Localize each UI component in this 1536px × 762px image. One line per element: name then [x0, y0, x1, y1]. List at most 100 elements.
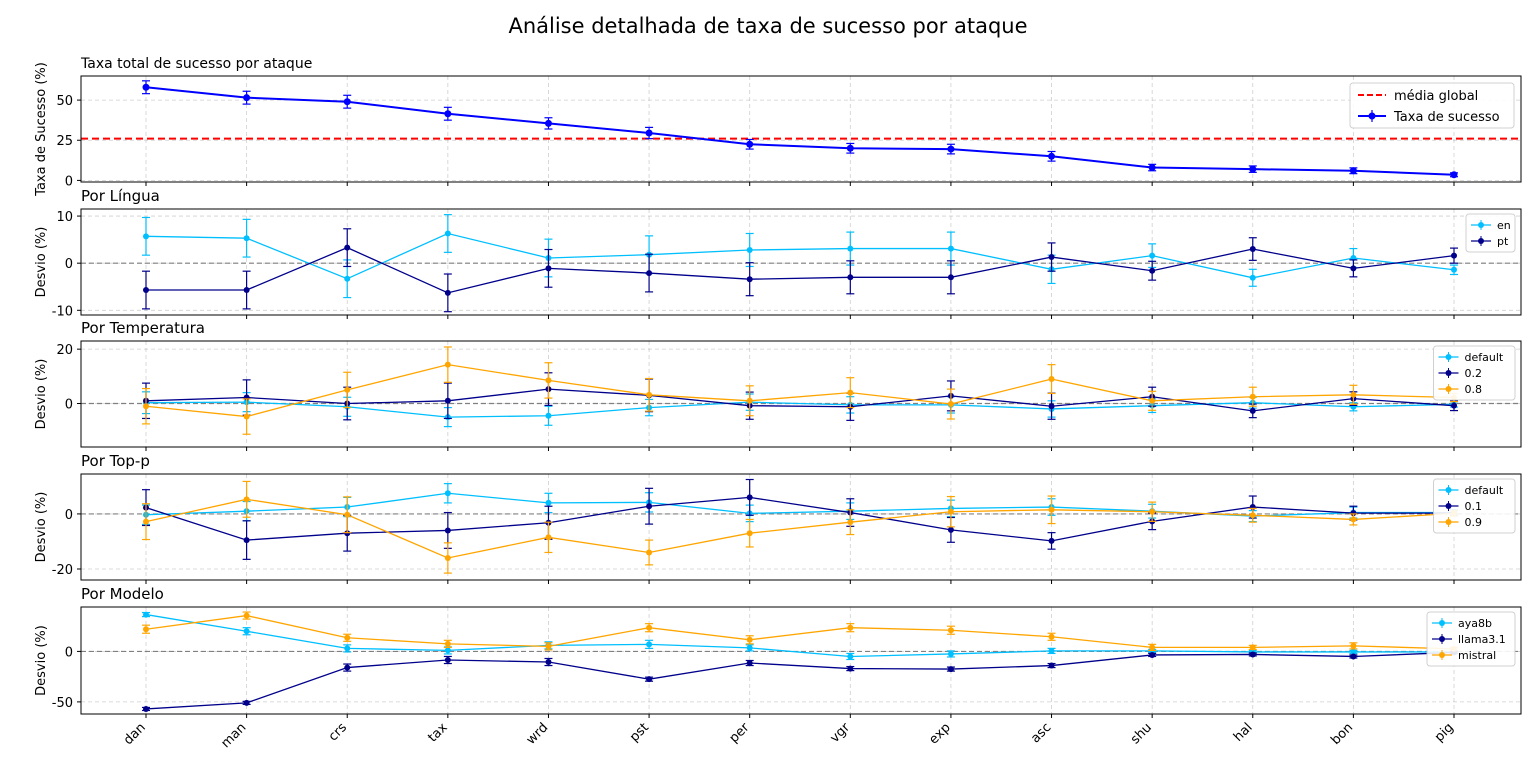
series-line: [146, 246, 1455, 294]
y-tick-label: -20: [52, 563, 73, 578]
data-point: [1149, 651, 1156, 658]
x-tick-label: exp: [926, 720, 953, 747]
data-point: [1048, 254, 1055, 261]
data-point: [1249, 274, 1256, 281]
data-point: [1048, 647, 1055, 654]
data-point: [1249, 407, 1256, 414]
data-point: [545, 499, 552, 506]
data-point: [243, 496, 250, 503]
y-tick-label: -10: [52, 304, 73, 319]
x-tick-label: tax: [425, 720, 451, 746]
data-point: [1249, 165, 1257, 173]
data-point: [847, 389, 854, 396]
legend-label: 0.9: [1465, 516, 1483, 529]
data-point: [1350, 516, 1357, 523]
data-point: [1048, 506, 1055, 513]
data-point: [545, 265, 552, 272]
panel-title: Por Língua: [81, 187, 160, 205]
y-axis-label: Desvio (%): [34, 359, 49, 430]
data-point: [646, 270, 653, 277]
y-axis-label: Desvio (%): [34, 227, 49, 298]
legend-frame: [1349, 82, 1515, 129]
data-point: [344, 511, 351, 518]
data-point: [847, 274, 854, 281]
legend: en pt: [1465, 213, 1516, 253]
series-line: [145, 651, 1455, 710]
data-point: [344, 244, 351, 251]
data-point: [847, 519, 854, 526]
data-point: [444, 490, 451, 497]
data-point: [444, 647, 451, 654]
data-point: [1148, 164, 1156, 172]
x-tick-label: wrd: [524, 720, 552, 748]
legend-label: pt: [1497, 235, 1509, 248]
data-point: [1048, 537, 1055, 544]
data-point: [1350, 648, 1357, 655]
data-point: [444, 397, 451, 404]
data-point: [143, 233, 149, 240]
data-point: [1048, 152, 1056, 160]
legend-label: 0.1: [1465, 500, 1483, 513]
panel-2: -10 0 10 Por Língua Desvio (%) en pt: [34, 187, 1522, 319]
data-point: [545, 643, 552, 650]
data-point: [545, 377, 552, 384]
legend-label: default: [1465, 351, 1504, 364]
y-tick-label: 0: [65, 398, 73, 413]
legend-label: en: [1497, 219, 1511, 232]
data-point: [847, 665, 854, 672]
data-point: [143, 518, 149, 525]
legend: média global Taxa de sucesso: [1349, 82, 1515, 129]
legend-label: 0.8: [1465, 383, 1483, 396]
data-point: [746, 644, 753, 651]
data-point: [444, 640, 451, 647]
series-0.8: [142, 346, 1458, 435]
data-point: [1149, 508, 1156, 515]
data-point: [143, 287, 149, 294]
series-line: [145, 388, 1455, 412]
data-point: [545, 412, 552, 419]
data-point: [746, 246, 753, 253]
series-line: [145, 232, 1455, 280]
data-point: [444, 361, 451, 368]
y-tick-label: 50: [56, 94, 73, 109]
data-point: [1249, 512, 1256, 519]
legend-frame: [1433, 478, 1516, 534]
series-line: [145, 86, 1455, 176]
legend: aya8b llama3.1 mistral: [1426, 611, 1516, 667]
data-point: [947, 401, 954, 408]
data-point: [343, 98, 351, 106]
series-line: [145, 401, 1455, 418]
axes-frame: [80, 208, 1522, 316]
data-point: [1048, 403, 1055, 410]
data-point: [1149, 252, 1156, 259]
data-point: [947, 245, 954, 252]
panel-title: Taxa total de sucesso por ataque: [80, 56, 312, 72]
data-point: [646, 676, 653, 683]
data-point: [947, 526, 954, 533]
series-llama3.1: [142, 649, 1458, 712]
y-axis-label: Desvio (%): [34, 625, 49, 696]
y-axis-label: Taxa de Sucesso (%): [34, 62, 49, 197]
data-point: [646, 503, 653, 510]
legend-label: Taxa de sucesso: [1393, 110, 1500, 125]
data-point: [746, 276, 753, 283]
data-point: [1249, 393, 1256, 400]
axes-frame: [80, 340, 1522, 448]
data-point: [947, 145, 955, 153]
data-point: [1149, 267, 1156, 274]
legend: default 0.2 0.8: [1433, 345, 1516, 401]
series-en: [142, 214, 1458, 299]
y-tick-label: 0: [65, 174, 73, 189]
y-tick-label: 0: [65, 645, 73, 660]
panel-5: -50 0 Por Modelo Desvio (%) aya8b llama3.1 mis…: [34, 585, 1522, 718]
data-point: [344, 386, 351, 393]
data-point: [143, 611, 149, 618]
data-point: [947, 508, 954, 515]
panel-title: Por Modelo: [81, 585, 164, 603]
data-point: [646, 641, 653, 648]
y-tick-label: 10: [56, 210, 73, 225]
data-point: [444, 656, 451, 663]
data-point: [143, 403, 149, 410]
data-point: [646, 549, 653, 556]
